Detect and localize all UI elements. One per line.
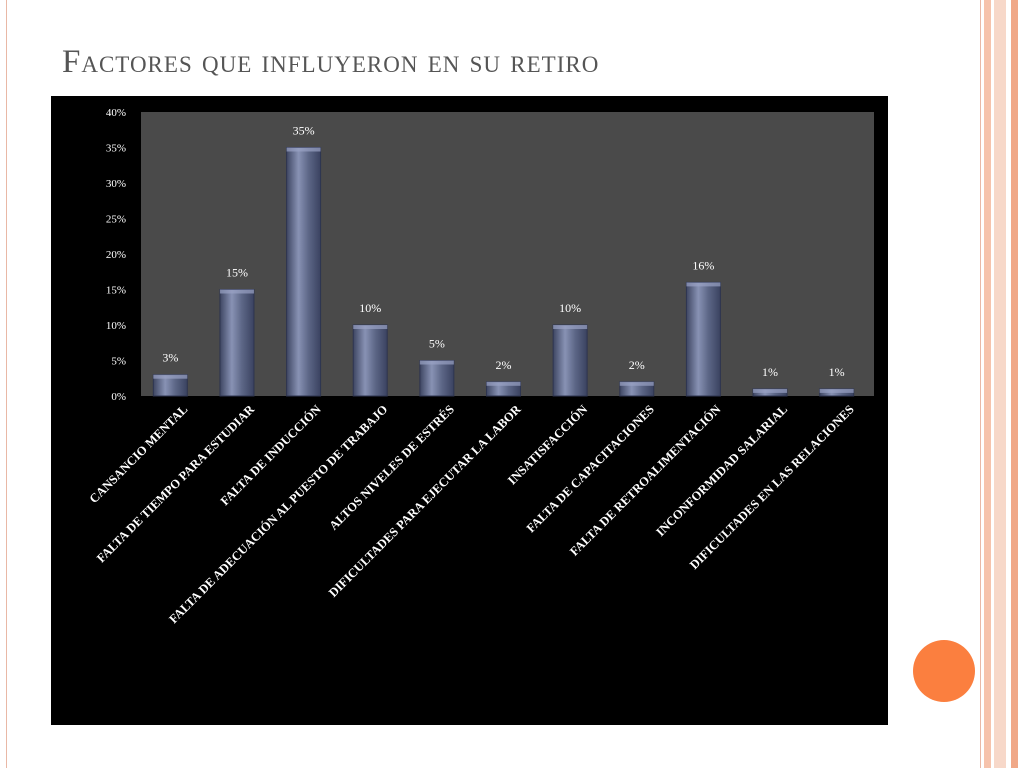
x-tick-label: FALTA DE RETROALIMENTACIÓN: [567, 402, 723, 558]
data-label: 10%: [359, 301, 381, 315]
bar: [286, 147, 322, 397]
bar: [219, 289, 255, 397]
x-tick-label: INCONFORMIDAD SALARIAL: [653, 402, 790, 539]
plot-area: [141, 112, 874, 396]
bar-top-highlight: [219, 289, 254, 294]
data-label: 5%: [429, 337, 445, 351]
y-tick-label: 20%: [106, 249, 126, 261]
data-label: 1%: [829, 365, 845, 379]
bar: [419, 360, 455, 397]
data-label: 15%: [226, 266, 248, 280]
stripe-2: [994, 0, 1006, 768]
bar-top-highlight: [753, 388, 788, 393]
y-tick-label: 10%: [106, 320, 126, 332]
bar-top-highlight: [619, 381, 654, 386]
bar-top-highlight: [419, 360, 454, 365]
bar-top-highlight: [553, 325, 588, 329]
stripe-3: [1011, 0, 1018, 768]
x-tick-label: ALTOS NIVELES DE ESTRÉS: [326, 402, 457, 533]
bar-top-highlight: [486, 381, 521, 386]
bar-top-highlight: [286, 147, 321, 152]
data-label: 2%: [629, 358, 645, 372]
bar-top-highlight: [153, 374, 188, 379]
slide-title: Factores que influyeron en su retiro: [62, 44, 600, 80]
data-label: 1%: [762, 365, 778, 379]
y-tick-label: 30%: [106, 178, 126, 190]
slide-frame: [6, 0, 981, 768]
data-label: 3%: [162, 351, 178, 365]
bar: [552, 324, 588, 397]
data-label: 16%: [692, 258, 714, 272]
bar: [352, 324, 388, 397]
stripe-1: [984, 0, 991, 768]
bar-chart: 0%5%10%15%20%25%30%35%40%3%CANSANCIO MEN…: [87, 107, 874, 626]
x-tick-label: FALTA DE CAPACITACIONES: [524, 402, 657, 535]
decorative-stripes: [980, 0, 1024, 768]
y-tick-label: 35%: [106, 143, 126, 155]
y-tick-label: 40%: [106, 107, 126, 119]
bar-top-highlight: [353, 325, 388, 329]
y-tick-label: 5%: [111, 356, 126, 368]
x-tick-label: FALTA DE ADECUACIÓN AL PUESTO DE TRABAJO: [166, 402, 390, 626]
data-label: 10%: [559, 301, 581, 315]
bar-top-highlight: [819, 388, 854, 393]
y-tick-label: 0%: [111, 391, 126, 403]
data-label: 2%: [496, 358, 512, 372]
orange-circle-decoration: [913, 640, 975, 702]
bar-top-highlight: [686, 282, 721, 287]
y-tick-label: 15%: [106, 285, 126, 297]
bar: [685, 281, 721, 397]
data-label: 35%: [293, 124, 315, 138]
chart-container: 0% 5% 10% 15% 20% 25% 30% 35% 40% 3% CANSANCIO MEN…: [51, 96, 888, 725]
y-tick-label: 25%: [106, 214, 126, 226]
